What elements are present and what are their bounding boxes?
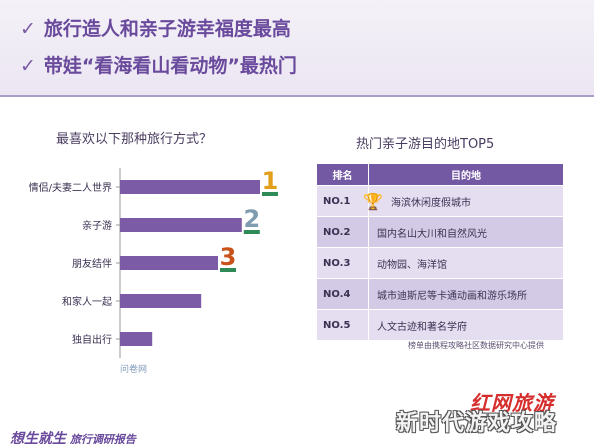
dest-cell: 人文古迹和著名学府: [368, 309, 564, 341]
category-label: 朋友结伴: [72, 257, 112, 270]
headline-1-text: 旅行造人和亲子游幸福度最高: [43, 18, 291, 40]
table-row: NO.4 城市迪斯尼等卡通动画和游乐场所: [316, 278, 564, 310]
category-label: 情侣/夫妻二人世界: [29, 181, 112, 194]
rank-cell: NO.4: [316, 278, 369, 310]
table-note: 榜单由携程攻略社区数据研究中心提供: [408, 341, 544, 350]
bar: [120, 332, 153, 346]
dest-cell: 动物园、海洋馆: [368, 247, 564, 279]
check-icon: ✓: [20, 55, 36, 77]
red-net-logo: 红网旅游: [470, 391, 554, 415]
rank-badge-base: [243, 230, 260, 234]
watermark: 新时代游戏攻略: [396, 411, 558, 436]
logo-url: ...: [482, 411, 489, 419]
dest-text: 人文古迹和著名学府: [377, 321, 467, 333]
footer-brand-small: 旅行调研报告: [69, 433, 136, 444]
table-row: NO.3 动物园、海洋馆: [316, 247, 564, 279]
footer-brand: 想生就生 旅行调研报告: [10, 428, 136, 444]
rank-badge-base: [220, 268, 236, 272]
chart-title: 最喜欢以下那种旅行方式？: [56, 132, 213, 147]
rank-cell: NO.3: [316, 247, 369, 279]
headline-1: ✓ 旅行造人和亲子游幸福度最高: [20, 14, 291, 41]
rank-badge: 3: [220, 243, 237, 271]
table-row: NO.1 🏆 海滨休闲度假城市: [316, 185, 564, 217]
chart-source: 问卷网: [120, 365, 148, 375]
footer-brand-big: 想生就生: [10, 431, 66, 444]
dest-text: 国内名山大川和自然风光: [377, 228, 487, 240]
table-title: 热门亲子游目的地TOP5: [356, 137, 495, 152]
rank-header: 排名: [316, 163, 369, 186]
rank-cell: NO.1: [316, 185, 369, 217]
header-band: [0, 0, 594, 96]
bar: [120, 294, 202, 308]
trophy-icon: 🏆: [363, 192, 383, 211]
rank-badge-base: [262, 192, 278, 196]
headline-2-text: 带娃“看海看山看动物”最热门: [43, 55, 297, 77]
table-row: NO.2 国内名山大川和自然风光: [316, 216, 564, 248]
rank-badge: 2: [243, 205, 260, 233]
dest-cell: 🏆 海滨休闲度假城市: [363, 185, 564, 217]
rank-cell: NO.2: [316, 216, 369, 248]
dest-header: 目的地: [368, 163, 564, 186]
rank-badge: 1: [262, 167, 279, 195]
dest-text: 海滨休闲度假城市: [391, 197, 471, 209]
category-label: 独自出行: [72, 333, 112, 346]
table-row: NO.5 人文古迹和著名学府: [316, 309, 564, 341]
dest-cell: 城市迪斯尼等卡通动画和游乐场所: [368, 278, 564, 310]
bar: [120, 256, 218, 270]
dest-text: 城市迪斯尼等卡通动画和游乐场所: [377, 290, 527, 302]
headline-2: ✓ 带娃“看海看山看动物”最热门: [20, 51, 297, 78]
bar: [120, 218, 242, 232]
bar: [120, 180, 260, 194]
category-label: 和家人一起: [62, 295, 112, 308]
category-label: 亲子游: [82, 219, 112, 232]
rank-table: 排名 目的地 NO.1 🏆 海滨休闲度假城市 NO.2 国内名山大川和自然风光 NO.3 动…: [316, 163, 564, 341]
check-icon: ✓: [20, 18, 36, 40]
dest-cell: 国内名山大川和自然风光: [368, 216, 564, 248]
dest-text: 动物园、海洋馆: [377, 259, 447, 271]
rank-cell: NO.5: [316, 309, 369, 341]
header-divider: [0, 95, 594, 97]
